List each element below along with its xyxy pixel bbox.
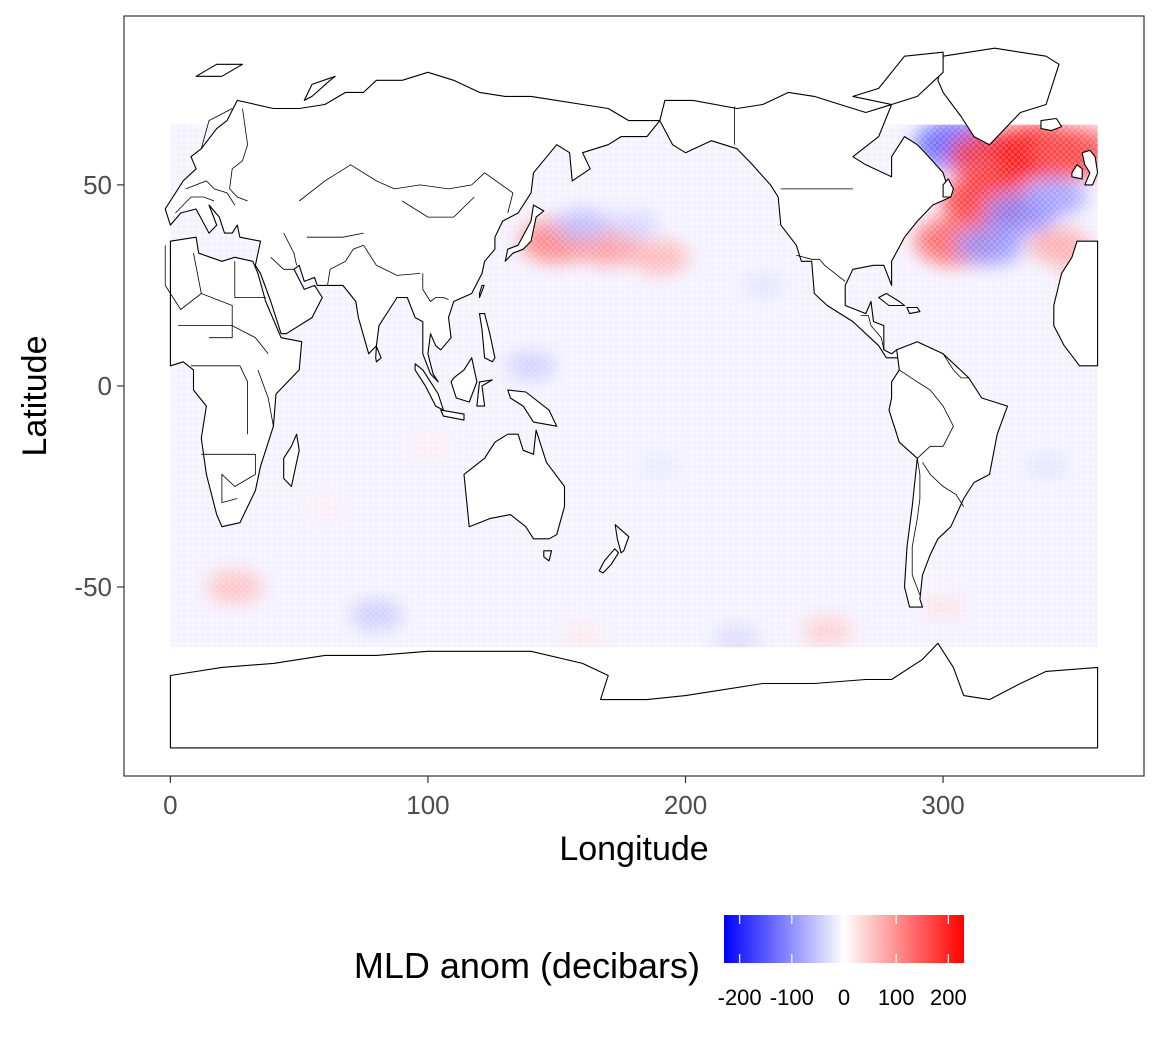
land-cuba [878,292,906,307]
land-europe-asia [164,71,661,383]
border-sahara-border-2 [164,245,202,311]
border-central-africa-border [191,365,249,435]
border-central-asia-border [306,232,364,238]
legend-ticks: -200 -100 0 100 200 [718,915,967,1010]
legend-tick-label-200: 200 [930,985,967,1010]
border-central-america-border [860,315,885,350]
border-europe-central-border [185,180,236,206]
border-sahel-border [178,325,269,355]
border-india-china-border [363,244,421,276]
x-tick-label-100: 100 [406,790,449,820]
legend-tick-label-0: 0 [838,985,850,1010]
land-iceland [1040,117,1063,132]
border-south-america-border-2 [922,462,965,507]
land-north-america [659,91,952,359]
land-ireland [1071,164,1083,180]
land-africa-west [1053,240,1099,367]
land-borneo [450,357,478,403]
border-chile-argentina-border [911,458,921,596]
border-southeast-asia-border [422,273,449,303]
land-new-zealand-south [598,548,620,574]
x-tick-label-200: 200 [664,790,707,820]
border-kazakhstan-border [298,164,395,202]
y-axis: -50 0 50 [74,170,124,602]
land-new-zealand-north [614,524,630,554]
border-russia-china-border [394,172,514,214]
land-australia [463,429,566,540]
border-iraq-saudi-border [270,257,294,270]
land-sumatra [414,363,444,411]
land-tasmania [543,550,553,562]
y-tick-label-0: 0 [98,371,112,401]
land-japan [504,204,545,262]
border-brazil-border [942,353,969,379]
legend-tick-label--200: -200 [718,985,762,1010]
land-layer [164,47,1099,749]
y-tick-label--50: -50 [74,572,112,602]
x-tick-label-300: 300 [921,790,964,820]
land-taiwan [478,284,485,299]
border-mexico-us-border [796,254,846,282]
legend-tick-label--100: -100 [770,985,814,1010]
border-pakistan-border [327,244,364,286]
border-south-america-border-1 [899,369,954,459]
country-borders [164,106,969,596]
land-antarctica [169,642,1099,749]
land-philippines [478,313,496,363]
x-axis: 0 100 200 300 [163,776,965,820]
plot-area [164,47,1099,749]
x-axis-title: Longitude [559,830,708,868]
border-mongolia-border [401,196,475,218]
y-axis-title: Latitude [16,336,54,457]
color-legend: MLD anom (decibars) -200 -100 0 100 200 [354,915,967,1010]
land-africa [169,236,303,528]
land-java [440,409,465,421]
land-novaya-zemlya [303,75,336,101]
border-europe-west-border [175,196,215,214]
legend-tick-label-100: 100 [878,985,915,1010]
border-southern-africa-border [201,453,256,504]
y-tick-label-50: 50 [83,170,112,200]
land-sri-lanka [375,345,382,363]
land-uk [1081,149,1099,186]
land-hispaniola [906,306,921,315]
plot-panel-frame [123,15,1145,777]
land-greenland [937,47,1060,146]
border-iran-border [283,232,297,266]
border-egypt-sudan-border [234,261,266,298]
land-new-guinea [507,389,558,427]
land-arctic-canada [852,51,944,106]
land-madagascar [283,433,300,488]
land-svalbard [195,63,244,77]
border-sahara-border-1 [193,253,233,339]
x-tick-label-0: 0 [163,790,177,820]
land-south-america [888,341,1009,608]
land-sulawesi [476,379,493,407]
border-east-africa-border [257,369,274,427]
land-newfoundland [942,178,954,198]
legend-title: MLD anom (decibars) [354,945,700,986]
border-scandinavia-border [200,108,233,149]
border-europe-russia-border [229,108,249,202]
